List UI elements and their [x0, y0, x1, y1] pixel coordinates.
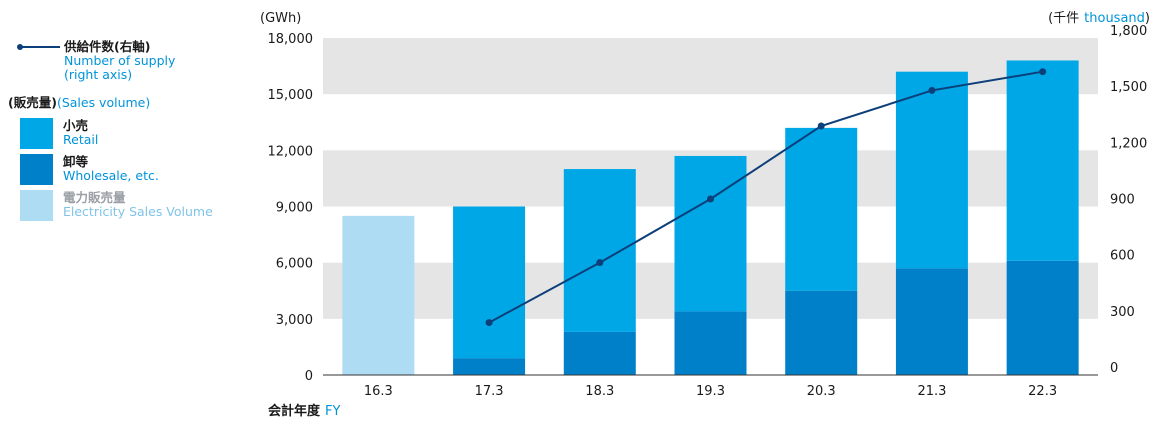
- x-label-jp: 会計年度: [268, 403, 321, 419]
- x-label-en: FY: [325, 404, 340, 419]
- legend-sales-title: (販売量)(Sales volume): [8, 96, 233, 116]
- y2-tick-label: 300: [1110, 305, 1135, 320]
- supply-point: [707, 195, 714, 203]
- y-axis-left: 0 3,000 6,000 9,000 12,000 15,000 18,000: [268, 32, 314, 384]
- bar-segment: [453, 358, 526, 375]
- x-tick-label: 22.3: [1028, 384, 1057, 399]
- retail-swatch: [20, 118, 53, 149]
- y-tick-label: 15,000: [268, 88, 314, 103]
- bar-segment: [1006, 260, 1079, 375]
- y-tick-label: 18,000: [268, 32, 314, 47]
- legend-line-label-en1: Number of supply: [64, 53, 176, 68]
- bar-segment: [785, 127, 858, 291]
- supply-point: [485, 319, 493, 327]
- y-tick-label: 6,000: [276, 257, 313, 272]
- x-tick-label: 19.3: [696, 384, 725, 399]
- supply-line: [488, 70, 1043, 324]
- bar-segment: [1006, 60, 1079, 261]
- supply-point: [928, 86, 936, 94]
- bar-segment: [785, 290, 858, 375]
- bar-segment: [895, 268, 968, 375]
- y2-axis-unit: (千件 thousand): [1048, 11, 1150, 26]
- bar-segment: [342, 215, 415, 375]
- bar-segment: [563, 331, 636, 375]
- y-tick-label: 3,000: [276, 313, 313, 328]
- legend-sales-jp: (販売量): [8, 95, 57, 110]
- bar-segment: [674, 311, 747, 375]
- legend-line-item: 供給件数(右軸) Number of supply (right axis): [8, 40, 233, 88]
- legend-electricity-en: Electricity Sales Volume: [63, 204, 213, 219]
- x-tick-label: 18.3: [585, 384, 614, 399]
- y-axis-unit: (GWh): [260, 11, 301, 26]
- electricity-swatch: [20, 190, 53, 221]
- y2-tick-label: 1,800: [1110, 24, 1147, 39]
- legend-wholesale-jp: 卸等: [63, 154, 89, 169]
- y2-tick-label: 900: [1110, 193, 1135, 208]
- supply-point: [1039, 68, 1047, 76]
- legend-line-label-en2: (right axis): [64, 67, 133, 82]
- y2-tick-label: 1,500: [1110, 80, 1147, 95]
- legend-wholesale-en: Wholesale, etc.: [63, 168, 159, 183]
- legend-retail-item: 小売 Retail: [8, 118, 233, 152]
- y2-unit-close: ): [1145, 11, 1150, 26]
- supply-point: [596, 259, 604, 267]
- legend: 供給件数(右軸) Number of supply (right axis) (…: [8, 40, 233, 224]
- line-series-layer: [485, 68, 1047, 327]
- supply-point: [817, 122, 825, 130]
- wholesale-swatch: [20, 154, 53, 185]
- y-axis-right: 0 300 600 900 1,200 1,500 1,800: [1110, 24, 1147, 376]
- line-marker-icon: [17, 44, 60, 50]
- legend-wholesale-item: 卸等 Wholesale, etc.: [8, 154, 233, 188]
- y2-tick-label: 0: [1110, 361, 1118, 376]
- grid-band: [323, 38, 1098, 95]
- legend-sales-en: (Sales volume): [56, 95, 151, 110]
- legend-electricity-jp: 電力販売量: [63, 190, 126, 205]
- bar-segment: [674, 155, 747, 312]
- x-axis: 16.3 17.3 18.3 19.3 20.3 21.3 22.3: [364, 384, 1057, 399]
- x-tick-label: 21.3: [917, 384, 946, 399]
- x-tick-label: 16.3: [364, 384, 393, 399]
- legend-retail-en: Retail: [63, 132, 99, 147]
- bar-segment: [895, 71, 968, 269]
- y2-unit-jp: (千件: [1048, 11, 1079, 26]
- bar-segment: [563, 169, 636, 332]
- x-tick-label: 17.3: [475, 384, 504, 399]
- y-tick-label: 0: [305, 369, 313, 384]
- y2-unit-en: thousand: [1084, 11, 1145, 26]
- y2-tick-label: 1,200: [1110, 136, 1147, 151]
- legend-electricity-item: 電力販売量 Electricity Sales Volume: [8, 190, 233, 224]
- y-tick-label: 9,000: [276, 201, 313, 216]
- x-tick-label: 20.3: [807, 384, 836, 399]
- legend-retail-jp: 小売: [63, 118, 89, 133]
- legend-line-label-jp: 供給件数(右軸): [64, 39, 151, 54]
- y-tick-label: 12,000: [268, 144, 314, 159]
- bars-layer: [342, 60, 1079, 375]
- bar-segment: [453, 206, 526, 359]
- x-axis-label: 会計年度 FY: [268, 403, 340, 419]
- y2-tick-label: 600: [1110, 249, 1135, 264]
